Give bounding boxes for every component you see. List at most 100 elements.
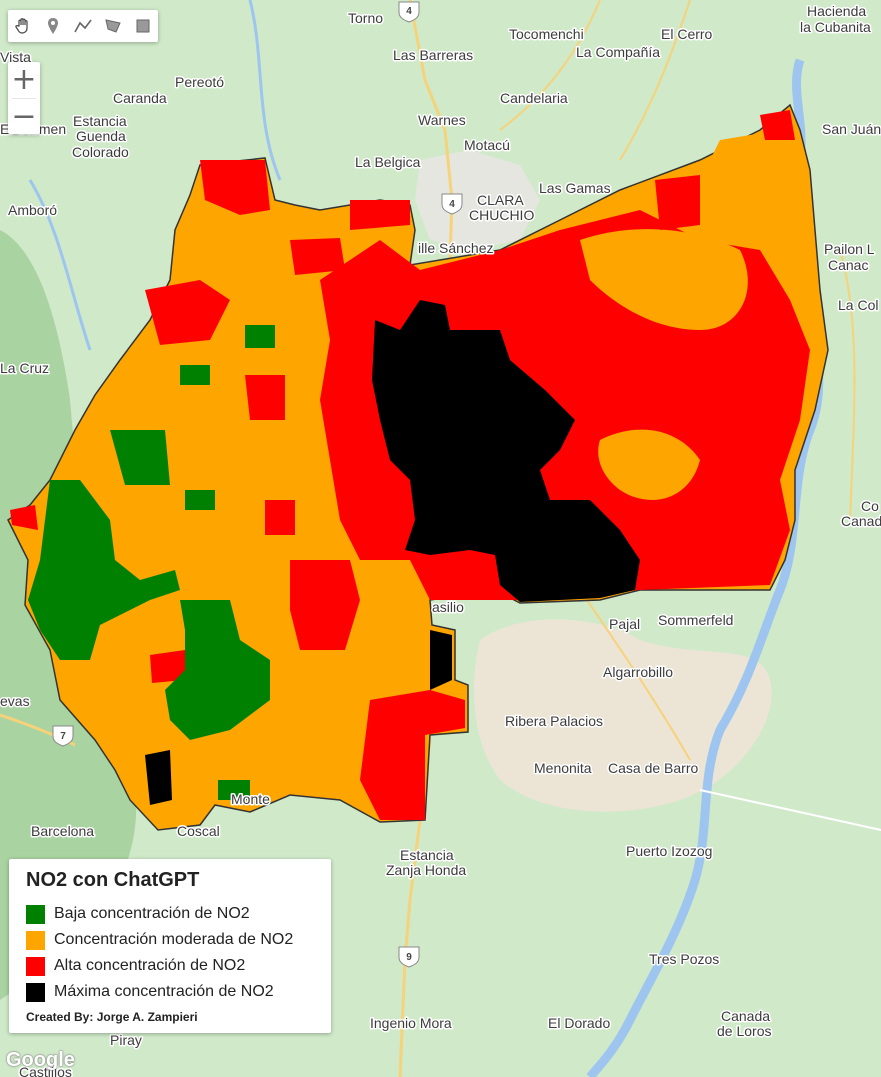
legend-swatch-high — [26, 956, 45, 976]
place-label: Pajal — [609, 616, 640, 632]
place-label: Ribera Palacios — [505, 713, 603, 729]
place-label: Barcelona — [31, 823, 94, 839]
place-label: Canada — [721, 1008, 770, 1024]
place-label: Algarrobillo — [603, 664, 673, 680]
rectangle-icon[interactable] — [128, 10, 158, 42]
place-label: Candelaria — [500, 90, 568, 106]
road-north — [499, 0, 601, 131]
svg-text:4: 4 — [449, 199, 455, 210]
no2-max-core — [372, 300, 640, 602]
google-logo[interactable]: Google — [6, 1049, 75, 1071]
place-label: La Belgica — [355, 154, 421, 170]
zoom-divider — [12, 98, 36, 99]
no2-high-w-edge — [10, 505, 38, 530]
boundary-line — [699, 789, 881, 831]
place-label: Pereotó — [175, 74, 224, 90]
place-label: evas — [0, 693, 30, 709]
place-label: Las Barreras — [393, 47, 473, 63]
place-label: Co — [861, 498, 879, 514]
place-label: Ingenio Mora — [370, 1015, 452, 1031]
place-label: Estancia — [73, 113, 127, 129]
place-label: Guenda — [76, 128, 126, 144]
no2-moderate-east-3 — [700, 130, 800, 240]
place-label: Caranda — [113, 90, 167, 106]
legend-credit: Created By: Jorge A. Zampieri — [26, 1010, 198, 1024]
marker-icon[interactable] — [38, 10, 68, 42]
svg-text:7: 7 — [60, 731, 66, 742]
legend-item-moderate: Concentración moderada de NO2 — [26, 927, 331, 953]
place-label: Vista — [0, 49, 31, 65]
place-label: Piray — [110, 1032, 142, 1048]
place-label: Menonita — [534, 760, 592, 776]
legend-label: Concentración moderada de NO2 — [54, 931, 294, 948]
no2-high-ne — [655, 175, 700, 230]
no2-low-n — [245, 325, 275, 348]
no2-moderate-east-2 — [598, 429, 700, 500]
no2-high-west — [145, 280, 230, 345]
no2-high-mid-w — [245, 375, 285, 420]
no2-high-sw — [290, 560, 360, 650]
place-label: Coscal — [177, 823, 220, 839]
place-label: la Cubanita — [800, 19, 871, 35]
place-label: Pailon L — [824, 241, 875, 257]
zoom-out-button[interactable]: − — [11, 99, 37, 134]
place-label: CHUCHIO — [469, 207, 534, 223]
legend-swatch-max — [26, 982, 45, 1002]
place-label: de Loros — [717, 1023, 771, 1039]
road-northeast — [619, 0, 691, 161]
place-label: Casa de Barro — [608, 760, 698, 776]
legend-swatch-low — [26, 904, 45, 924]
legend-label: Alta concentración de NO2 — [54, 957, 246, 974]
place-label: Zanja Honda — [386, 862, 466, 878]
urban-area — [415, 150, 540, 250]
no2-high-n — [350, 200, 410, 230]
no2-high-south — [360, 690, 465, 820]
place-label: ille Sánchez — [418, 240, 494, 256]
no2-low-s — [218, 780, 250, 800]
route-shield-4b: 4 — [441, 193, 463, 215]
hand-icon[interactable] — [8, 10, 38, 42]
no2-high-ne-2 — [760, 110, 795, 140]
place-label: Torno — [348, 10, 383, 26]
legend-label: Máxima concentración de NO2 — [54, 983, 274, 1000]
place-label: Hacienda — [807, 3, 866, 19]
route-shield-9: 9 — [398, 946, 420, 968]
no2-layer — [7, 103, 829, 831]
place-label: CLARA — [477, 192, 524, 208]
place-label: Tocomenchi — [509, 26, 584, 42]
place-label: Sommerfeld — [658, 612, 733, 628]
legend-swatch-moderate — [26, 930, 45, 950]
svg-text:9: 9 — [406, 952, 412, 963]
no2-low-sw — [165, 600, 270, 740]
road-east-2 — [839, 249, 856, 521]
legend-title: NO2 con ChatGPT — [26, 869, 200, 891]
no2-moderate-east — [580, 229, 748, 330]
route-shield-7: 7 — [52, 725, 74, 747]
place-label: Castillos — [19, 1064, 72, 1077]
sand-area — [474, 619, 772, 812]
zoom-control: + − — [8, 62, 40, 134]
route-shield-4a: 4 — [398, 1, 420, 23]
zoom-in-button[interactable]: + — [11, 62, 37, 97]
place-label: El Cerro — [661, 26, 713, 42]
polygon-icon[interactable] — [98, 10, 128, 42]
river-piray — [248, 0, 282, 181]
no2-low-nw — [110, 430, 170, 485]
no2-high-mid-w3 — [150, 650, 185, 683]
no2-max-sw — [145, 750, 172, 805]
no2-high-mid-w2 — [265, 500, 295, 535]
polyline-icon[interactable] — [68, 10, 98, 42]
legend-item-low: Baja concentración de NO2 — [26, 901, 331, 927]
no2-low-west — [28, 480, 180, 660]
place-label: Estancia — [400, 847, 454, 863]
no2-high-nw-2 — [290, 238, 345, 275]
legend-item-high: Alta concentración de NO2 — [26, 953, 331, 979]
place-label: Monte — [231, 791, 270, 807]
place-label: San Juán — [822, 121, 881, 137]
legend-label: Baja concentración de NO2 — [54, 905, 250, 922]
road-ruta-4 — [408, 0, 454, 261]
no2-max-south — [430, 630, 452, 690]
legend-panel: NO2 con ChatGPT Baja concentración de NO… — [9, 859, 331, 1033]
no2-high-nw — [200, 160, 270, 215]
